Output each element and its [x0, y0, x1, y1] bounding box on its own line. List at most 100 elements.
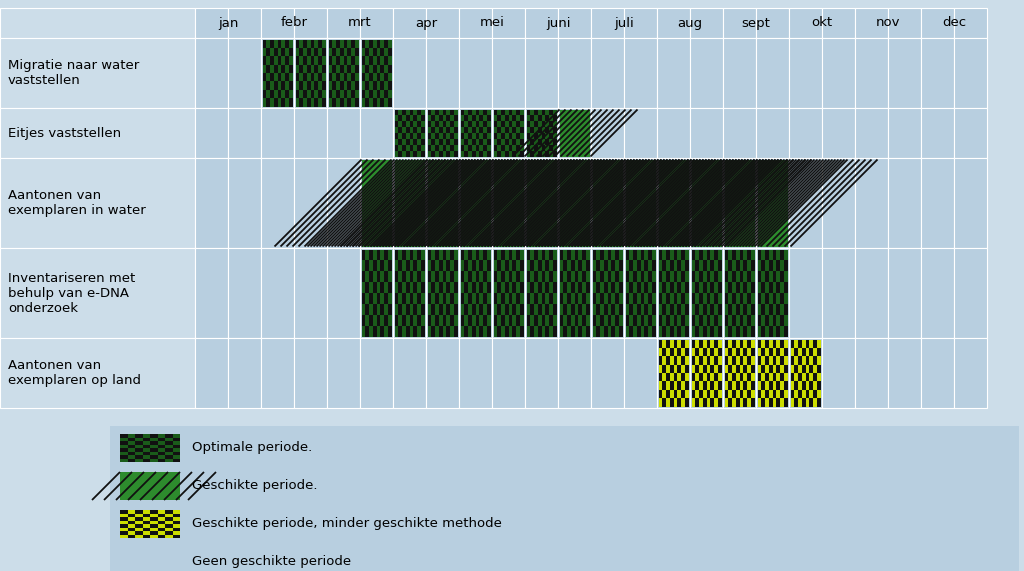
Bar [690, 38, 723, 108]
Text: mrt: mrt [348, 17, 372, 30]
Bar [525, 158, 558, 248]
Bar [790, 158, 822, 248]
Bar [492, 38, 525, 108]
Bar [393, 338, 426, 408]
Bar [294, 338, 327, 408]
Bar [624, 8, 657, 38]
Text: Geschikte periode.: Geschikte periode. [193, 480, 317, 493]
Bar [459, 108, 492, 158]
Bar [855, 338, 888, 408]
Bar [690, 8, 723, 38]
Bar [822, 248, 855, 338]
Bar [327, 158, 360, 248]
Text: Geen geschikte periode: Geen geschikte periode [193, 556, 351, 569]
Bar [294, 158, 327, 248]
Bar [855, 158, 888, 248]
Bar [261, 38, 294, 108]
Bar [690, 248, 723, 338]
Bar [790, 108, 822, 158]
Bar [558, 338, 591, 408]
Bar [426, 248, 459, 338]
Bar [657, 38, 690, 108]
Bar [360, 338, 393, 408]
Bar [0, 158, 195, 248]
Bar [360, 8, 393, 38]
Bar [525, 248, 558, 338]
Bar [110, 426, 1019, 571]
Text: juli: juli [614, 17, 634, 30]
Bar [921, 158, 954, 248]
Bar [790, 248, 822, 338]
Bar [790, 8, 822, 38]
Bar [756, 158, 790, 248]
Bar [855, 38, 888, 108]
Bar [756, 248, 790, 338]
Bar [492, 158, 525, 248]
Bar [657, 108, 690, 158]
Bar [120, 472, 180, 500]
Text: Geschikte periode, minder geschikte methode: Geschikte periode, minder geschikte meth… [193, 517, 502, 530]
Bar [756, 108, 790, 158]
Bar [954, 158, 987, 248]
Text: nov: nov [876, 17, 900, 30]
Bar [790, 338, 822, 408]
Text: mei: mei [479, 17, 505, 30]
Bar [855, 248, 888, 338]
Text: Aantonen van
exemplaren in water: Aantonen van exemplaren in water [8, 189, 145, 217]
Bar [822, 338, 855, 408]
Bar [361, 159, 391, 247]
Bar [393, 108, 426, 158]
Bar [327, 38, 360, 108]
Bar [120, 472, 180, 500]
Bar [393, 248, 426, 338]
Bar [954, 338, 987, 408]
Bar [195, 338, 228, 408]
Bar [360, 108, 393, 158]
Bar [228, 38, 261, 108]
Bar [855, 108, 888, 158]
Text: Eitjes vaststellen: Eitjes vaststellen [8, 127, 121, 139]
Bar [758, 159, 787, 247]
Bar [624, 158, 657, 248]
Bar [723, 8, 756, 38]
Bar [360, 248, 393, 338]
Bar [394, 159, 425, 247]
Text: jan: jan [218, 17, 239, 30]
Bar [559, 159, 590, 247]
Bar [492, 338, 525, 408]
Bar [294, 248, 327, 338]
Bar [120, 434, 180, 462]
Text: Optimale periode.: Optimale periode. [193, 441, 312, 455]
Bar [393, 38, 426, 108]
Bar [591, 108, 624, 158]
Bar [558, 8, 591, 38]
Bar [492, 108, 525, 158]
Bar [921, 248, 954, 338]
Bar [593, 159, 623, 247]
Bar [888, 8, 921, 38]
Bar [526, 159, 556, 247]
Bar [294, 38, 327, 108]
Bar [0, 338, 195, 408]
Bar [0, 8, 195, 38]
Bar [426, 38, 459, 108]
Bar [624, 248, 657, 338]
Bar [426, 158, 459, 248]
Bar [954, 108, 987, 158]
Bar [294, 108, 327, 158]
Bar [690, 158, 723, 248]
Bar [723, 158, 756, 248]
Bar [120, 548, 180, 571]
Bar [558, 38, 591, 108]
Bar [459, 38, 492, 108]
Bar [195, 108, 228, 158]
Bar [228, 158, 261, 248]
Bar [822, 158, 855, 248]
Bar [228, 108, 261, 158]
Bar [120, 510, 180, 538]
Bar [888, 38, 921, 108]
Text: febr: febr [281, 17, 307, 30]
Bar [461, 159, 490, 247]
Bar [195, 8, 228, 38]
Bar [723, 108, 756, 158]
